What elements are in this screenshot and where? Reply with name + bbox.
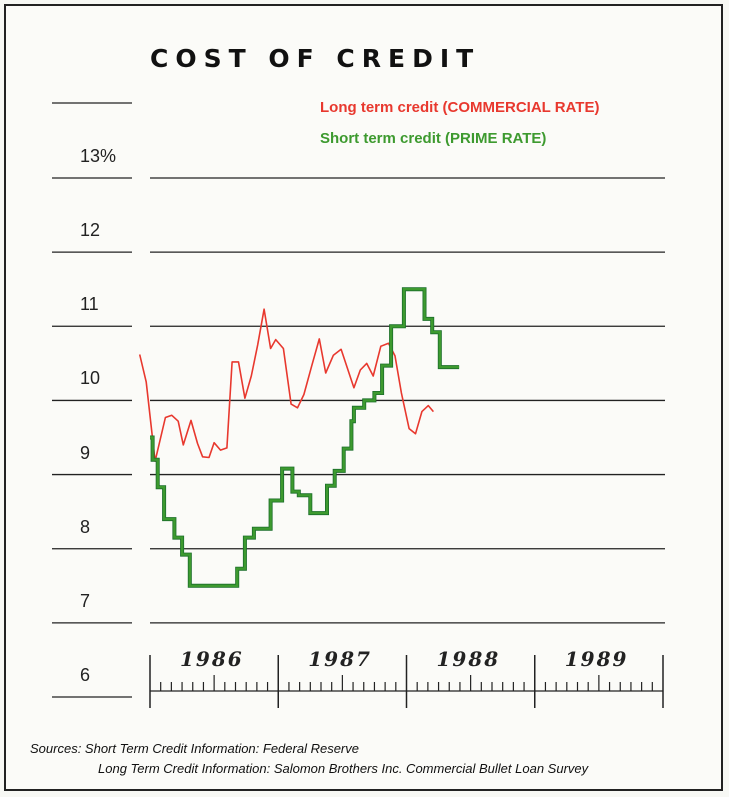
y-tick-label: 11 [80,294,99,315]
chart-title: COST OF CREDIT [150,44,481,73]
series-line-long-term [138,308,435,463]
sources-line-2: Long Term Credit Information: Salomon Br… [98,761,589,776]
y-tick-label: 13% [80,146,117,166]
legend-short-term: Short term credit (PRIME RATE) [320,130,547,147]
y-tick-label: 10 [80,368,101,389]
y-tick-label: 12 [80,220,101,241]
year-label: 1988 [436,647,501,671]
chart-frame [4,4,723,791]
y-tick-label: 8 [80,516,91,537]
year-label: 1986 [180,647,244,671]
year-label: 1987 [308,647,372,671]
year-label: 1989 [564,647,629,671]
series-line-short-term [150,288,460,587]
y-tick-label: 9 [80,442,91,463]
y-tick-label: 6 [80,665,91,685]
sources-line-1: Sources: Short Term Credit Information: … [30,741,359,756]
legend-long-term: Long term credit (COMMERCIAL RATE) [320,99,600,116]
y-tick-label: 7 [80,590,91,611]
